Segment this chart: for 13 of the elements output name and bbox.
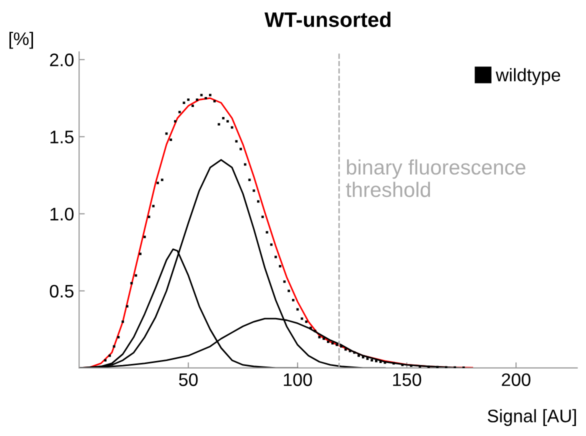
x-axis-title: Signal [AU]	[488, 409, 576, 426]
legend-label: wildtype	[496, 68, 560, 85]
x-tick-label: 50	[179, 373, 198, 386]
x-tick-label: 200	[502, 373, 530, 386]
y-tick-label: 2.0	[50, 54, 74, 66]
chart-title: WT-unsorted	[264, 12, 390, 28]
y-tick-label: 1.0	[50, 208, 74, 221]
x-tick-label: 100	[284, 373, 312, 386]
y-axis-title: [%]	[9, 32, 33, 49]
x-tick-label: 150	[393, 373, 422, 386]
y-tick-label: 1.5	[50, 130, 74, 144]
ref-line-label: binary fluorescence threshold	[346, 159, 526, 198]
y-tick-label: 0.5	[50, 284, 74, 298]
